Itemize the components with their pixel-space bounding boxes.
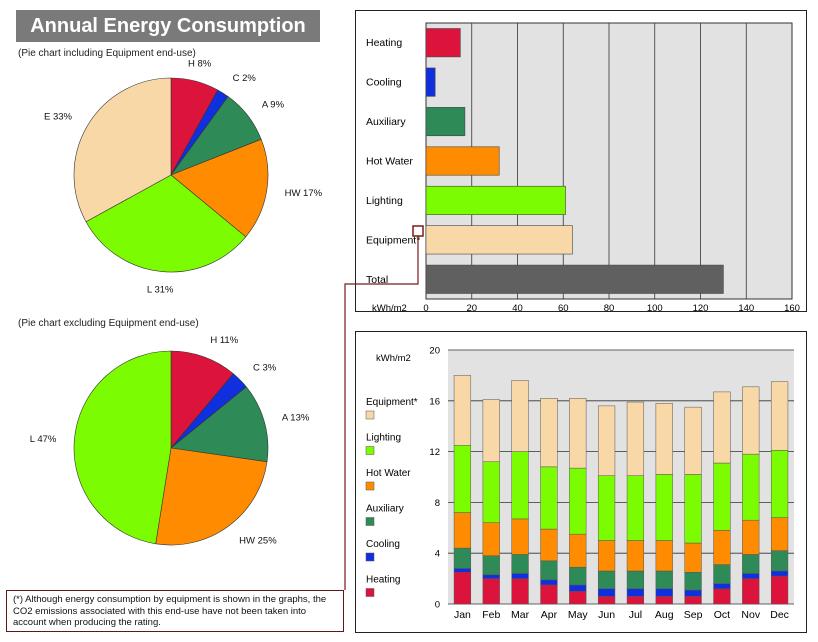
- legend-label: Cooling: [366, 539, 400, 550]
- month-label: Mar: [511, 609, 530, 621]
- pie-slice-label: H 11%: [210, 335, 238, 346]
- bar: [425, 28, 461, 58]
- x-tick-label: 60: [558, 303, 569, 311]
- month-label: Jul: [629, 609, 642, 621]
- pie-slice: [155, 447, 268, 546]
- annual-bar-chart: 0 20 40 60 80 100 120 140 160 Heating Cooling Auxil…: [366, 22, 800, 314]
- annual-bar-panel: 0 20 40 60 80 100 120 140 160 Heating Cooling Auxil…: [355, 10, 807, 314]
- pie2-caption: (Pie chart excluding Equipment end-use): [18, 318, 199, 329]
- y-tick-label: 8: [435, 498, 440, 509]
- stacked-bar-segment: [482, 399, 500, 463]
- legend-swatch: [365, 446, 375, 455]
- pie-chart-excluding-equipment: H 11% C 3% A 13% HW 25% L 47%: [30, 335, 310, 547]
- monthly-bar-panel: 0 4 8 12 16 20 kWh/m2 Jan Feb Mar Apr May Jun Jul Aug S…: [355, 331, 807, 633]
- equipment-footnote: (*) Although energy consumption by equip…: [6, 590, 344, 632]
- month-label: Apr: [541, 609, 558, 621]
- monthly-stacked-bar-chart: 0 4 8 12 16 20 kWh/m2 Jan Feb Mar Apr May Jun Jul Aug S…: [365, 346, 794, 621]
- legend-swatch: [365, 481, 375, 491]
- pie-slice-label: HW 17%: [285, 188, 323, 199]
- pie-slice-label: H 8%: [188, 59, 212, 70]
- category-label: Total: [366, 274, 388, 286]
- stacked-bar-segment: [713, 391, 731, 464]
- y-tick-label: 12: [429, 447, 440, 458]
- x-tick-label: 120: [693, 303, 709, 311]
- pie-slice: [170, 138, 269, 238]
- stacked-bar-segment: [540, 398, 558, 468]
- month-label: Feb: [482, 609, 500, 621]
- pie-slice: [85, 174, 247, 273]
- month-label: Sep: [684, 609, 703, 621]
- y-unit-label: kWh/m2: [376, 353, 411, 364]
- page-title: Annual Energy Consumption: [16, 10, 320, 42]
- bar: [425, 67, 436, 97]
- legend-swatch: [365, 517, 375, 526]
- pie-slice-label: C 2%: [233, 73, 257, 84]
- y-tick-label: 0: [435, 600, 440, 611]
- stacked-bar-segment: [770, 381, 789, 451]
- pie-slice-label: L 47%: [30, 434, 57, 445]
- category-label: Lighting: [366, 195, 403, 207]
- pie-slice-label: L 31%: [147, 284, 174, 295]
- pie-slice-label: A 13%: [282, 412, 310, 423]
- x-tick-label: 0: [423, 303, 428, 311]
- month-label: Jun: [598, 609, 615, 621]
- legend-label: Auxiliary: [366, 504, 404, 515]
- month-label: Jan: [454, 609, 471, 621]
- stacked-bar-segment: [597, 405, 616, 476]
- x-tick-label: 80: [604, 303, 615, 311]
- legend-swatch: [365, 410, 375, 420]
- y-tick-label: 4: [435, 549, 440, 560]
- pie-slice: [73, 77, 172, 223]
- stacked-bar-segment: [569, 398, 587, 469]
- month-label: Oct: [714, 609, 730, 621]
- pie-slice-label: A 9%: [262, 100, 285, 111]
- stacked-bar-segment: [511, 380, 529, 452]
- x-tick-label: 140: [738, 303, 754, 311]
- category-label: Equipment*: [366, 234, 420, 246]
- bar: [425, 185, 566, 215]
- legend-swatch: [365, 588, 375, 597]
- legend-label: Heating: [366, 575, 400, 586]
- month-label: Nov: [741, 609, 760, 621]
- y-tick-label: 16: [429, 396, 440, 407]
- pie-slice-label: HW 25%: [239, 536, 277, 547]
- category-label: Cooling: [366, 77, 402, 89]
- stacked-bar-segment: [684, 406, 702, 475]
- stacked-bar-segment: [626, 401, 645, 476]
- bar: [425, 225, 573, 255]
- stacked-bar-segment: [453, 375, 472, 446]
- stacked-bar-segment: [655, 403, 673, 475]
- bar: [425, 264, 724, 294]
- x-tick-label: 160: [784, 303, 800, 311]
- pie1-caption: (Pie chart including Equipment end-use): [18, 48, 196, 59]
- x-unit-label: kWh/m2: [372, 303, 407, 311]
- category-label: Heating: [366, 37, 402, 49]
- bar: [425, 107, 466, 137]
- stacked-bar-segment: [742, 386, 760, 455]
- x-tick-label: 100: [647, 303, 663, 311]
- legend-label: Equipment*: [366, 397, 418, 408]
- plot-area: [448, 350, 794, 604]
- category-label: Auxiliary: [366, 116, 406, 128]
- x-tick-label: 20: [466, 303, 477, 311]
- month-label: Aug: [655, 609, 674, 621]
- pie-slice-label: C 3%: [253, 362, 277, 373]
- pie-slice-label: E 33%: [44, 111, 73, 122]
- x-tick-label: 40: [512, 303, 523, 311]
- y-tick-label: 20: [429, 346, 440, 357]
- legend-swatch: [365, 552, 375, 562]
- pie-slice: [170, 350, 234, 449]
- pie-chart-including-equipment: H 8% C 2% A 9% HW 17% L 31% E 33%: [44, 59, 323, 296]
- bar: [425, 146, 500, 176]
- pie-slice: [170, 386, 269, 463]
- category-label: Hot Water: [366, 156, 413, 168]
- legend-label: Lighting: [366, 433, 401, 444]
- month-label: May: [568, 609, 589, 621]
- pie-slice: [73, 350, 172, 545]
- month-label: Dec: [770, 609, 789, 621]
- legend-label: Hot Water: [366, 468, 411, 479]
